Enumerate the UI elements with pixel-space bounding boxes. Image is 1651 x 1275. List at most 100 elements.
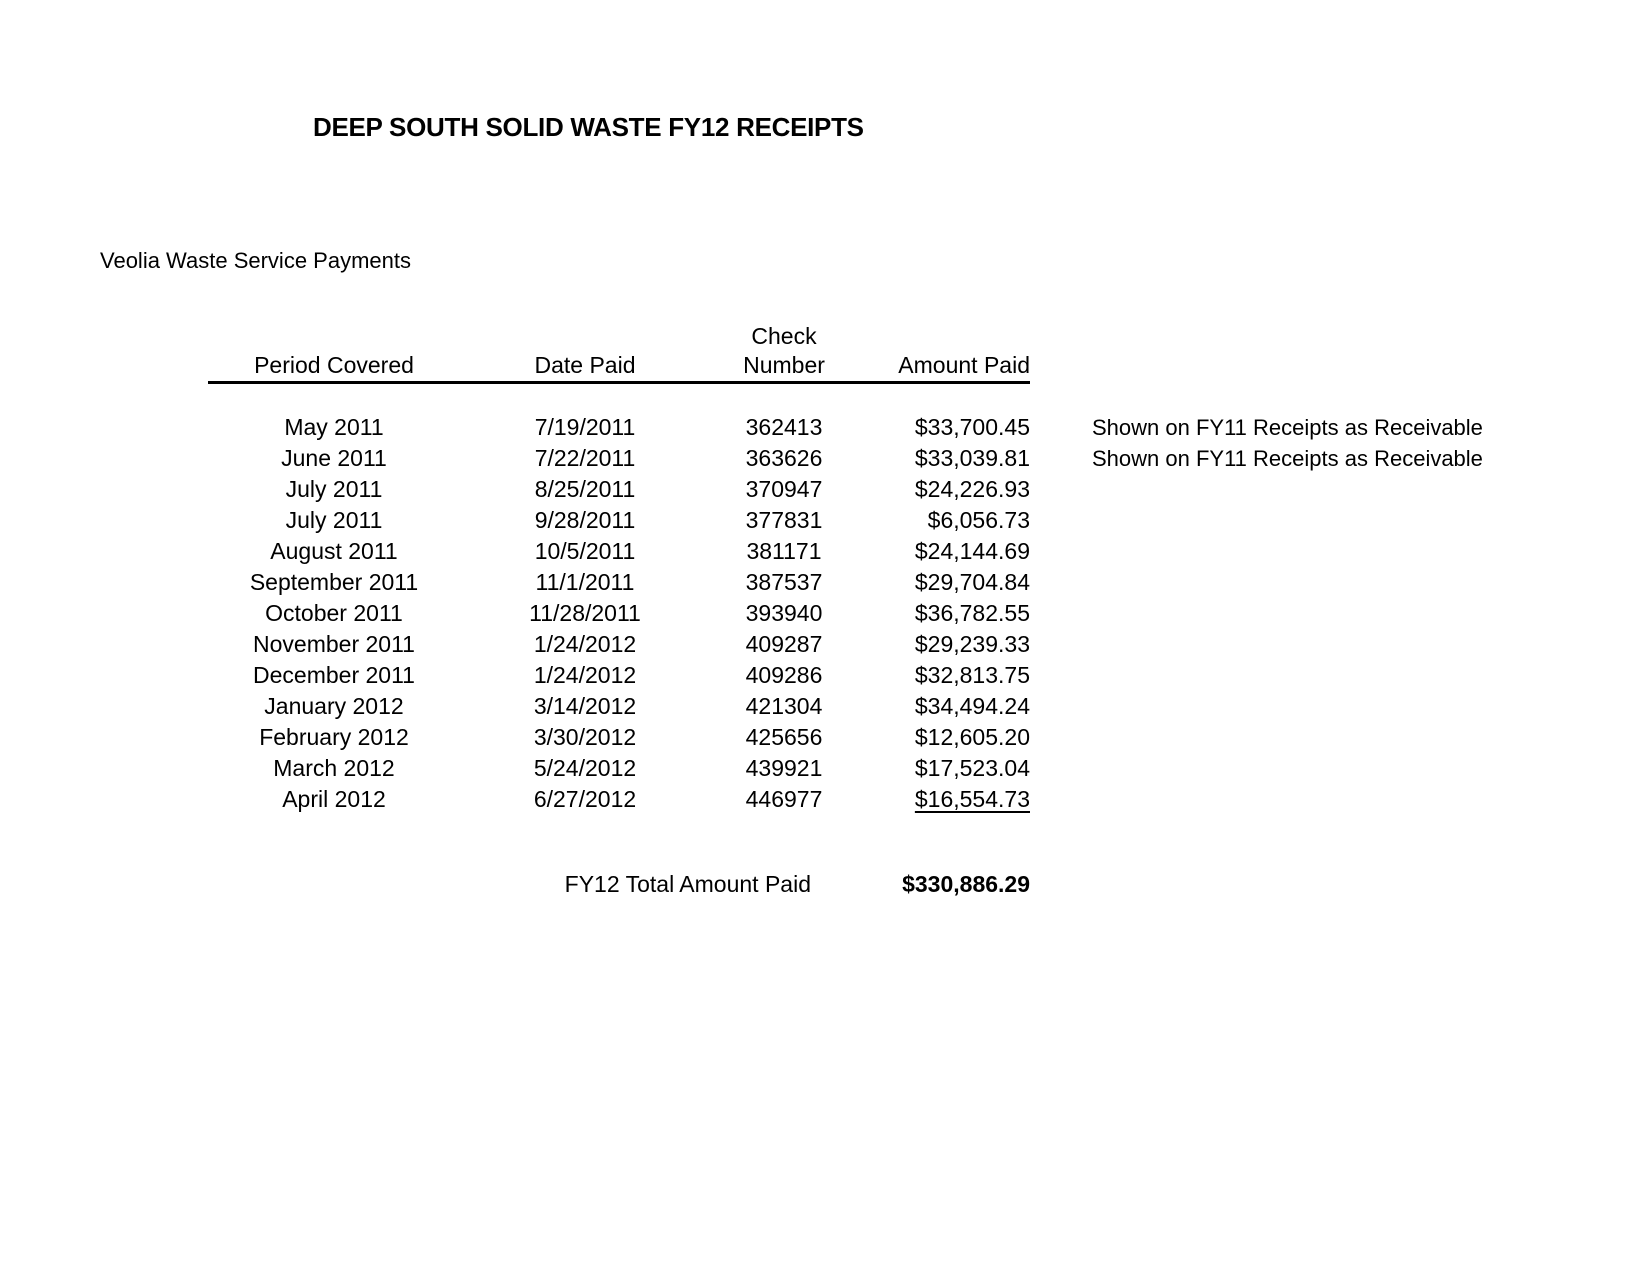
cell-period-covered: August 2011 <box>270 538 398 564</box>
table-row: February 2012 3/30/2012 425656 $12,605.2… <box>208 722 1560 753</box>
cell-check-number: 362413 <box>745 414 823 440</box>
column-header-check-number-line2: Number <box>743 352 825 378</box>
cell-date-paid: 8/25/2011 <box>534 476 636 502</box>
cell-spacer <box>1030 443 1090 474</box>
cell-spacer <box>1030 722 1090 753</box>
cell-amount-paid: $12,605.20 <box>914 724 1030 750</box>
cell-check-number: 409287 <box>745 631 823 657</box>
cell-spacer <box>1030 412 1090 443</box>
table-row: June 2011 7/22/2011 363626 $33,039.81 Sh… <box>208 443 1560 474</box>
cell-annotation <box>1090 784 1560 815</box>
cell-check-number: 377831 <box>745 507 823 533</box>
table-row: July 2011 8/25/2011 370947 $24,226.93 <box>208 474 1560 505</box>
cell-check-number: 393940 <box>745 600 823 626</box>
column-header-amount-paid: Amount Paid <box>898 352 1030 378</box>
cell-date-paid: 3/30/2012 <box>533 724 637 750</box>
cell-check-number: 381171 <box>746 538 822 564</box>
cell-spacer <box>1030 474 1090 505</box>
cell-amount-paid: $24,226.93 <box>914 476 1030 502</box>
cell-amount-paid: $32,813.75 <box>914 662 1030 688</box>
cell-date-paid: 3/14/2012 <box>533 693 637 719</box>
cell-date-paid: 11/1/2011 <box>535 569 635 595</box>
cell-date-paid: 5/24/2012 <box>533 755 637 781</box>
cell-amount-paid: $17,523.04 <box>914 755 1030 781</box>
cell-period-covered: June 2011 <box>281 445 387 471</box>
cell-annotation <box>1090 505 1560 536</box>
table-row: January 2012 3/14/2012 421304 $34,494.24 <box>208 691 1560 722</box>
cell-spacer <box>1030 660 1090 691</box>
cell-annotation <box>1090 629 1560 660</box>
cell-check-number: 370947 <box>745 476 823 502</box>
cell-period-covered: July 2011 <box>285 476 383 502</box>
cell-spacer <box>1030 784 1090 815</box>
page-title: DEEP SOUTH SOLID WASTE FY12 RECEIPTS <box>313 112 864 142</box>
cell-check-number: 421304 <box>745 693 823 719</box>
cell-date-paid: 6/27/2012 <box>533 786 637 812</box>
table-row: April 2012 6/27/2012 446977 $16,554.73 <box>208 784 1560 815</box>
payments-table: Period Covered Date Paid Check Number Am… <box>208 322 1560 900</box>
cell-spacer <box>1030 536 1090 567</box>
cell-annotation <box>1090 691 1560 722</box>
total-row: FY12 Total Amount Paid $330,886.29 <box>208 869 1030 900</box>
column-header-check-number-line1: Check <box>751 323 817 349</box>
cell-check-number: 446977 <box>745 786 823 812</box>
cell-annotation: Shown on FY11 Receipts as Receivable <box>1092 446 1483 471</box>
cell-date-paid: 11/28/2011 <box>529 600 641 626</box>
cell-amount-paid: $6,056.73 <box>927 507 1030 533</box>
cell-period-covered: May 2011 <box>284 414 384 440</box>
cell-amount-paid: $36,782.55 <box>914 600 1030 626</box>
total-amount: $330,886.29 <box>902 871 1030 897</box>
cell-period-covered: January 2012 <box>264 693 404 719</box>
cell-period-covered: March 2012 <box>273 755 395 781</box>
cell-period-covered: December 2011 <box>253 662 415 688</box>
cell-period-covered: November 2011 <box>253 631 415 657</box>
cell-check-number: 425656 <box>745 724 823 750</box>
cell-amount-paid: $34,494.24 <box>914 693 1030 719</box>
cell-check-number: 409286 <box>745 662 823 688</box>
cell-annotation <box>1090 474 1560 505</box>
table-rows: May 2011 7/19/2011 362413 $33,700.45 Sho… <box>208 412 1560 815</box>
cell-amount-paid: $29,239.33 <box>914 631 1030 657</box>
table-row: August 2011 10/5/2011 381171 $24,144.69 <box>208 536 1560 567</box>
cell-period-covered: April 2012 <box>282 786 386 812</box>
table-row: March 2012 5/24/2012 439921 $17,523.04 <box>208 753 1560 784</box>
cell-amount-paid: $29,704.84 <box>914 569 1030 595</box>
cell-spacer <box>1030 629 1090 660</box>
table-row: December 2011 1/24/2012 409286 $32,813.7… <box>208 660 1560 691</box>
table-row: October 2011 11/28/2011 393940 $36,782.5… <box>208 598 1560 629</box>
cell-annotation <box>1090 753 1560 784</box>
cell-date-paid: 1/24/2012 <box>533 631 637 657</box>
header-body-gap <box>208 384 1560 412</box>
cell-date-paid: 1/24/2012 <box>533 662 637 688</box>
cell-spacer <box>1030 567 1090 598</box>
cell-date-paid: 7/19/2011 <box>534 414 636 440</box>
cell-annotation: Shown on FY11 Receipts as Receivable <box>1092 415 1483 440</box>
cell-period-covered: October 2011 <box>265 600 403 626</box>
column-header-date-paid: Date Paid <box>534 352 636 378</box>
cell-amount-paid: $33,039.81 <box>914 445 1030 471</box>
cell-spacer <box>1030 598 1090 629</box>
cell-amount-paid: $24,144.69 <box>914 538 1030 564</box>
cell-annotation <box>1090 598 1560 629</box>
table-row: July 2011 9/28/2011 377831 $6,056.73 <box>208 505 1560 536</box>
table-row: November 2011 1/24/2012 409287 $29,239.3… <box>208 629 1560 660</box>
cell-annotation <box>1090 660 1560 691</box>
cell-check-number: 387537 <box>745 569 823 595</box>
column-header-check-number: Check Number <box>710 322 858 380</box>
cell-spacer <box>1030 691 1090 722</box>
cell-period-covered: February 2012 <box>259 724 409 750</box>
cell-check-number: 363626 <box>745 445 823 471</box>
total-label: FY12 Total Amount Paid <box>564 871 811 897</box>
column-header-period-covered: Period Covered <box>254 352 414 378</box>
cell-date-paid: 7/22/2011 <box>534 445 636 471</box>
cell-period-covered: September 2011 <box>249 569 419 595</box>
cell-date-paid: 9/28/2011 <box>534 507 636 533</box>
cell-spacer <box>1030 505 1090 536</box>
cell-date-paid: 10/5/2011 <box>534 538 636 564</box>
page-subtitle: Veolia Waste Service Payments <box>100 248 411 273</box>
table-row: May 2011 7/19/2011 362413 $33,700.45 Sho… <box>208 412 1560 443</box>
cell-amount-paid: $16,554.73 <box>914 786 1030 812</box>
table-header-row: Period Covered Date Paid Check Number Am… <box>208 322 1030 384</box>
cell-period-covered: July 2011 <box>285 507 383 533</box>
